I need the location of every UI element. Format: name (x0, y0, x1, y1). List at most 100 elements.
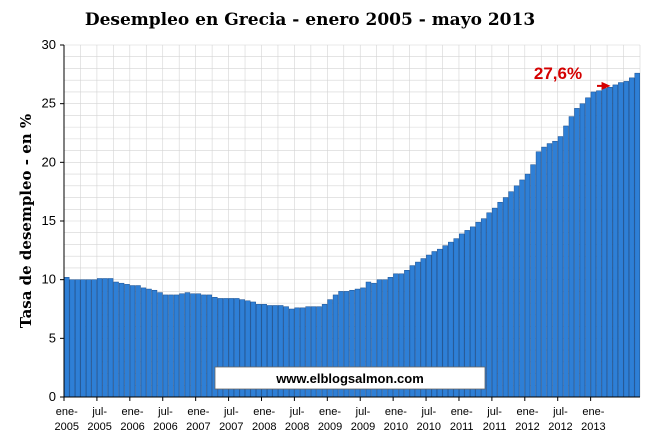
x-tick-label-year: 2007 (186, 421, 210, 433)
bar (173, 294, 180, 398)
bar (596, 90, 602, 398)
bar (140, 287, 147, 398)
bar (623, 81, 629, 398)
bar (206, 294, 213, 398)
x-tick-label: ene- (253, 406, 275, 418)
bar (64, 277, 70, 398)
x-tick-label-year: 2008 (252, 421, 276, 433)
bar (195, 293, 202, 398)
bar (579, 103, 586, 398)
x-tick-label-year: 2010 (384, 421, 408, 433)
bar (552, 140, 558, 398)
bar (157, 292, 163, 398)
y-axis-label: Tasa de desempleo - en % (17, 114, 35, 328)
x-tick-label: ene- (187, 406, 209, 418)
annotation-label: 27,6% (534, 64, 582, 83)
bar (546, 143, 553, 398)
x-tick-label: ene- (319, 406, 341, 418)
bar (607, 86, 613, 398)
y-ticks: 0 5 10 15 20 25 30 (42, 37, 64, 404)
bar (574, 108, 580, 398)
x-tick-label: jul- (157, 406, 173, 418)
bar (113, 281, 119, 398)
bar (184, 292, 191, 398)
watermark-background (214, 366, 486, 390)
bar (69, 279, 75, 398)
bar (146, 288, 152, 398)
x-tick-label: ene- (451, 406, 473, 418)
x-ticks: ene- 2005 jul- 2005 ene- 2006 jul- 2006 ene- 2007… (55, 397, 606, 433)
x-tick-label-year: 2012 (515, 421, 539, 433)
bar (535, 151, 542, 398)
bar (634, 72, 640, 398)
x-tick-label-year: 2009 (351, 421, 375, 433)
x-tick-label: jul- (420, 406, 436, 418)
x-tick-label-year: 2011 (483, 421, 507, 433)
bar (135, 285, 141, 398)
y-tick-label: 0 (49, 389, 56, 404)
x-tick-label: jul- (289, 406, 305, 418)
x-tick-label: ene- (56, 406, 78, 418)
bar (201, 294, 207, 398)
bar (168, 294, 174, 398)
bar (85, 279, 92, 398)
x-tick-label: ene- (385, 406, 407, 418)
x-tick-label: jul- (486, 406, 502, 418)
y-tick-label: 10 (42, 272, 56, 287)
bar (563, 125, 569, 398)
bar (557, 136, 564, 398)
bar (124, 284, 130, 398)
bar (568, 116, 575, 398)
bar (491, 207, 498, 398)
bar (590, 91, 597, 398)
bar (618, 82, 624, 398)
x-tick-label-year: 2005 (87, 421, 111, 433)
x-tick-label-year: 2008 (285, 421, 309, 433)
annotation: 27,6% (534, 64, 611, 90)
y-tick-label: 30 (42, 37, 56, 52)
chart-title: Desempleo en Grecia - enero 2005 - mayo … (85, 10, 535, 30)
bar (502, 197, 509, 398)
watermark-box: www.elblogsalmon.com (214, 366, 486, 390)
y-tick-label: 25 (42, 96, 56, 111)
x-tick-label: ene- (582, 406, 604, 418)
x-tick-label: jul- (552, 406, 568, 418)
bar (601, 88, 608, 398)
bar (162, 294, 169, 398)
bar (530, 164, 536, 398)
x-tick-label-year: 2006 (153, 421, 177, 433)
x-tick-label-year: 2005 (55, 421, 79, 433)
bar (519, 179, 525, 398)
watermark-text: www.elblogsalmon.com (275, 371, 424, 386)
bar (75, 279, 81, 398)
bar (118, 282, 125, 398)
annotation-arrowhead (601, 81, 611, 90)
bar (629, 77, 635, 398)
x-tick-label-year: 2012 (548, 421, 572, 433)
bar (497, 201, 503, 398)
y-tick-label: 5 (49, 330, 56, 345)
x-tick-label: ene- (517, 406, 539, 418)
bar (107, 278, 114, 398)
x-tick-label: ene- (122, 406, 144, 418)
x-tick-label: jul- (223, 406, 239, 418)
bar (585, 97, 591, 398)
x-tick-label-year: 2013 (581, 421, 605, 433)
x-tick-label-year: 2009 (318, 421, 342, 433)
y-tick-label: 20 (42, 154, 56, 169)
y-tick-label: 15 (42, 213, 56, 228)
bar (524, 173, 531, 398)
bar (96, 278, 103, 398)
bar (612, 84, 619, 398)
bars-group (64, 72, 640, 398)
x-tick-label-year: 2006 (120, 421, 144, 433)
bar (190, 293, 196, 398)
bar (151, 289, 158, 398)
bar (129, 285, 136, 398)
bar (513, 185, 520, 398)
x-tick-label: jul- (91, 406, 107, 418)
bar (508, 191, 514, 398)
bar (179, 293, 185, 398)
bar (541, 146, 547, 398)
